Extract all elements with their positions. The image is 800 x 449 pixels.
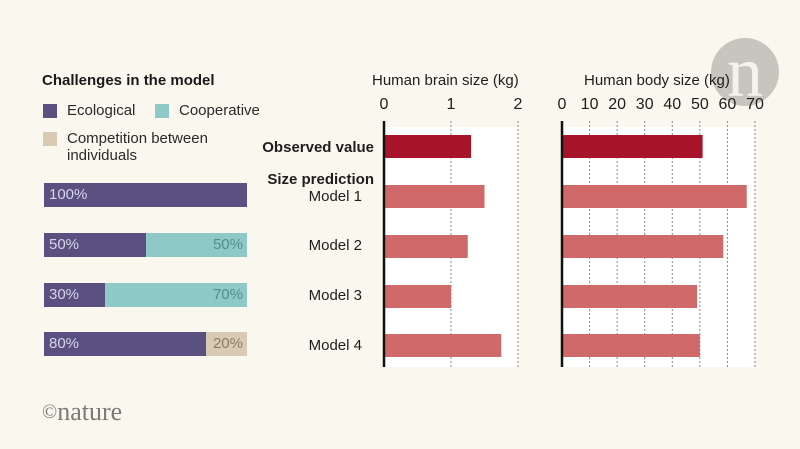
- segment-label: 20%: [212, 335, 243, 352]
- body-tick-label: 0: [557, 96, 567, 113]
- legend-item-ecological: Ecological: [43, 102, 135, 119]
- stacked-bar-4: 80% 20%: [44, 332, 247, 356]
- body-tick-label: 60: [718, 96, 737, 113]
- legend-label: Competition between individuals: [67, 130, 208, 164]
- row-label-model-2: Model 2: [308, 237, 362, 254]
- brain-bar-model-4: [384, 334, 502, 357]
- stacked-bar-1: 100%: [44, 183, 247, 207]
- body-tick-label: 40: [663, 96, 682, 113]
- legend-swatch-competition: [43, 132, 57, 146]
- body-tick-label: 70: [746, 96, 764, 113]
- legend-item-competition: Competition between individuals: [43, 130, 208, 164]
- stack-segment-cooperative: 50%: [145, 233, 247, 257]
- legend-label-line: individuals: [67, 147, 138, 164]
- body-bar-model-1: [562, 185, 747, 208]
- legend-label: Ecological: [67, 102, 136, 119]
- brand-name: nature: [57, 397, 123, 426]
- brain-tick-label: 2: [513, 96, 523, 113]
- body-chart-title: Human body size (kg): [584, 72, 730, 89]
- nature-logo-icon: [711, 38, 779, 106]
- body-tick-label: 30: [635, 96, 654, 113]
- stack-segment-ecological: 100%: [44, 183, 247, 207]
- body-bar-observed: [562, 135, 703, 158]
- stack-segment-cooperative: 70%: [104, 283, 247, 307]
- brain-chart-title: Human brain size (kg): [372, 72, 519, 89]
- body-bar-model-3: [562, 285, 698, 308]
- body-tick-label: 10: [580, 96, 599, 113]
- body-tick-label: 50: [690, 96, 709, 113]
- body-tick-label: 20: [608, 96, 627, 113]
- stack-segment-ecological: 50%: [44, 233, 146, 257]
- brain-tick-label: 0: [379, 96, 389, 113]
- stack-segment-ecological: 30%: [44, 283, 105, 307]
- nature-copyright-logo: ©nature: [42, 397, 122, 427]
- stack-segment-ecological: 80%: [44, 332, 207, 356]
- brain-bar-model-1: [384, 185, 485, 208]
- row-label-model-3: Model 3: [308, 287, 362, 304]
- body-bar-model-4: [562, 334, 700, 357]
- legend-label: Cooperative: [179, 102, 260, 119]
- stacked-bar-2: 50% 50%: [44, 233, 247, 257]
- segment-label: 80%: [49, 335, 80, 352]
- segment-label: 100%: [49, 186, 88, 203]
- nature-logo-letter: n: [727, 32, 763, 112]
- row-label-model-1: Model 1: [308, 188, 362, 205]
- segment-label: 30%: [49, 286, 80, 303]
- brain-bar-model-2: [384, 235, 468, 258]
- stacked-bar-3: 30% 70%: [44, 283, 247, 307]
- legend-swatch-cooperative: [155, 104, 169, 118]
- segment-label: 50%: [49, 236, 80, 253]
- segment-label: 50%: [212, 236, 243, 253]
- legend-title: Challenges in the model: [42, 72, 215, 89]
- row-label-model-4: Model 4: [308, 337, 362, 354]
- body-bar-model-2: [562, 235, 724, 258]
- brain-bar-model-3: [384, 285, 451, 308]
- segment-label: 70%: [212, 286, 243, 303]
- legend-item-cooperative: Cooperative: [155, 102, 260, 119]
- brain-bar-observed: [384, 135, 472, 158]
- row-label-prediction-header: Size prediction: [267, 171, 374, 188]
- legend-swatch-ecological: [43, 104, 57, 118]
- row-label-observed: Observed value: [262, 139, 374, 156]
- stack-segment-competition: 20%: [206, 332, 247, 356]
- copyright-symbol: ©: [42, 401, 58, 423]
- legend-label-line: Competition between: [67, 130, 208, 147]
- brain-tick-label: 1: [446, 96, 456, 113]
